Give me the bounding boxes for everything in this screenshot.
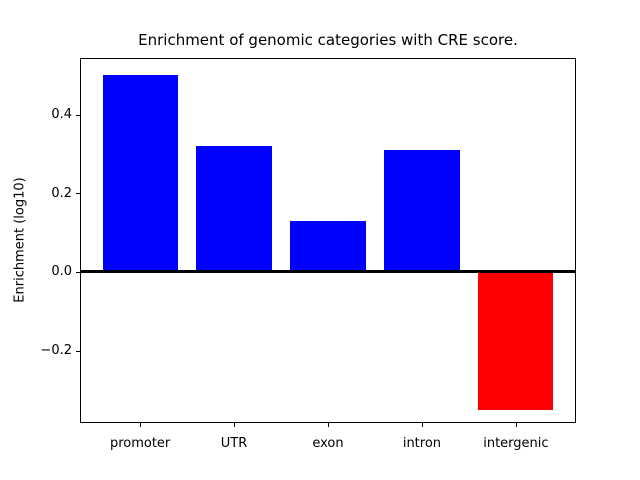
x-tick-mark [140, 423, 142, 427]
y-tick-mark [76, 193, 80, 195]
y-tick-label: 0.0 [51, 264, 72, 280]
x-tick-mark [328, 423, 329, 427]
y-tick-label: −0.2 [40, 343, 72, 359]
x-tick-mark [515, 423, 517, 427]
bar-intron [384, 150, 460, 272]
x-tick-label-promoter: promoter [109, 436, 171, 451]
x-tick-label-exon: exon [312, 436, 344, 451]
y-tick-mark [76, 350, 80, 352]
x-tick-mark [421, 423, 423, 427]
chart-title: Enrichment of genomic categories with CR… [138, 31, 518, 49]
x-tick-label-intron: intron [402, 436, 442, 451]
x-tick-mark [234, 423, 236, 427]
y-tick-label: 0.2 [51, 185, 72, 201]
bar-intergenic [478, 271, 554, 410]
bar-promoter [102, 75, 178, 272]
x-tick-label-utr: UTR [220, 436, 248, 451]
bar-utr [196, 146, 272, 272]
zero-line [80, 270, 576, 274]
y-tick-mark [76, 114, 80, 116]
y-tick-mark [76, 271, 80, 273]
x-tick-label-intergenic: intergenic [483, 436, 549, 451]
y-tick-label: 0.4 [51, 107, 72, 123]
bar-exon [290, 220, 366, 272]
